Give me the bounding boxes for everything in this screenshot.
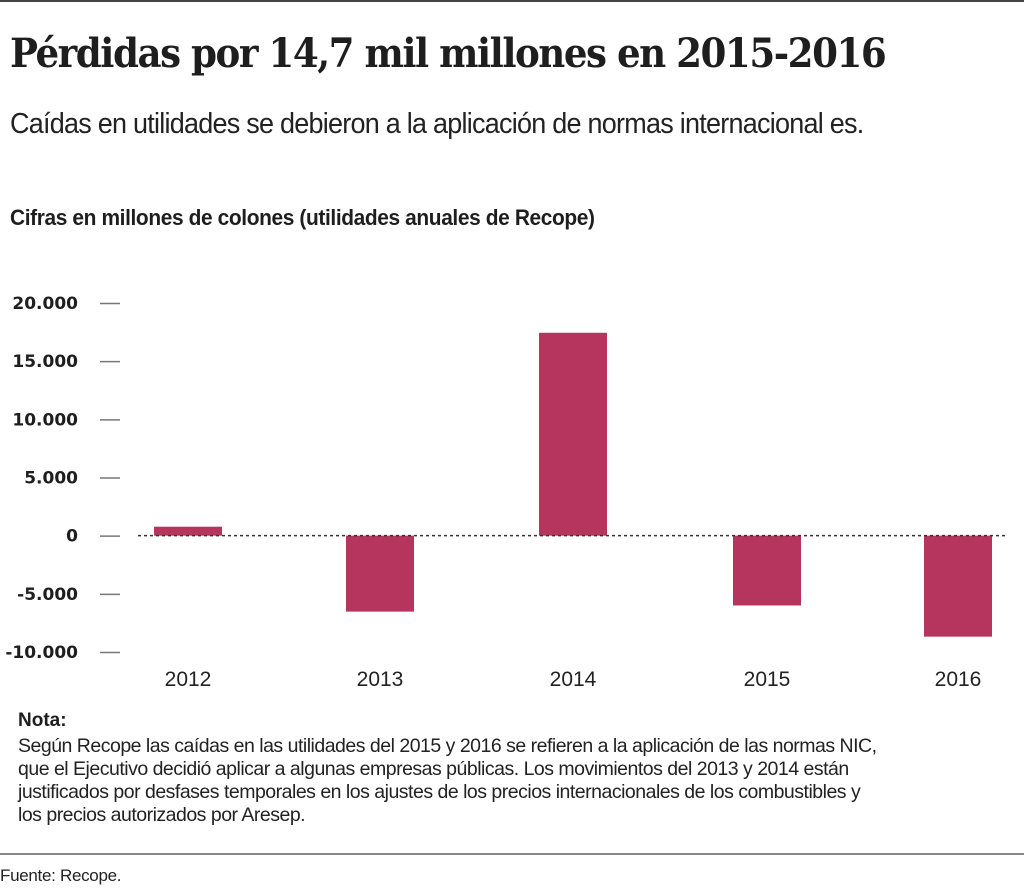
note-line: justificados por desfases temporales en … bbox=[18, 781, 861, 803]
y-tick-label: 0 bbox=[66, 527, 78, 547]
y-tick-label: 20.000 bbox=[12, 294, 78, 314]
x-tick-label: 2012 bbox=[165, 668, 212, 691]
note-heading: Nota: bbox=[18, 710, 67, 731]
y-tick-label: 5.000 bbox=[24, 469, 78, 489]
y-tick-label: -5.000 bbox=[17, 585, 78, 605]
bar-2012 bbox=[154, 526, 222, 536]
y-tick-label: 10.000 bbox=[12, 410, 78, 430]
chart-title: Cifras en millones de colones (utilidade… bbox=[10, 205, 595, 230]
y-tick-label: -10.000 bbox=[5, 643, 78, 663]
top-rule bbox=[0, 0, 1024, 2]
note-text: Según Recope las caídas en las utilidade… bbox=[18, 735, 1018, 827]
x-tick-label: 2014 bbox=[550, 668, 597, 691]
bar-2014 bbox=[539, 332, 607, 536]
bar-2013 bbox=[346, 535, 414, 612]
x-tick-label: 2016 bbox=[935, 668, 982, 691]
note-line: Según Recope las caídas en las utilidade… bbox=[18, 735, 877, 757]
bar-2015 bbox=[733, 535, 801, 606]
x-tick-label: 2013 bbox=[357, 668, 404, 691]
subheadline: Caídas en utilidades se debieron a la ap… bbox=[10, 108, 864, 140]
note-line: que el Ejecutivo decidió aplicar a algun… bbox=[18, 758, 849, 780]
headline: Pérdidas por 14,7 mil millones en 2015-2… bbox=[10, 30, 887, 77]
note-line: los precios autorizados por Aresep. bbox=[18, 804, 306, 826]
source-credit: Fuente: Recope. bbox=[0, 866, 122, 885]
y-tick-label: 15.000 bbox=[12, 352, 78, 372]
x-tick-label: 2015 bbox=[744, 668, 791, 691]
bar-chart: 20.000 15.000 10.000 5.000 0 -5.000 -10.000 201… bbox=[5, 294, 1005, 691]
bar-2016 bbox=[924, 535, 992, 637]
footer-rule bbox=[0, 853, 1024, 855]
